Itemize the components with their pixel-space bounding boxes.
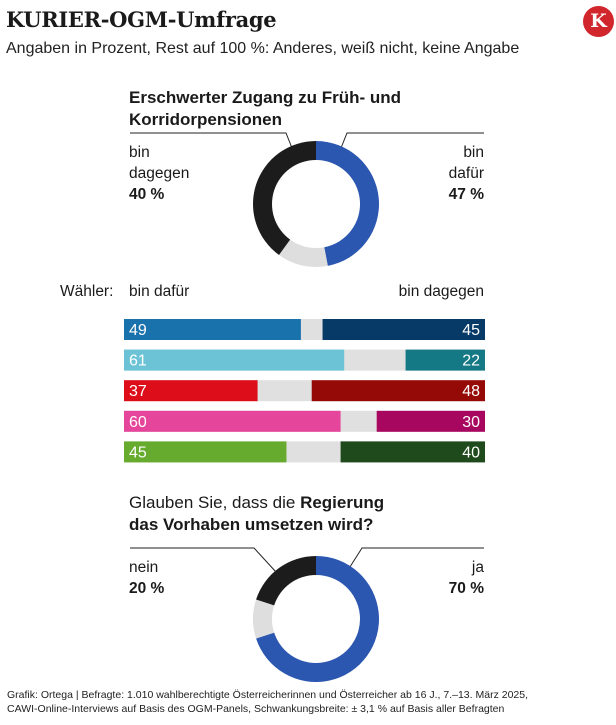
q1-right-label-line1: bin (463, 144, 484, 161)
footnote: Grafik: Ortega | Befragte: 1.010 wahlber… (7, 689, 612, 716)
page-subtitle: Angaben in Prozent, Rest auf 100 %: Ande… (6, 40, 520, 57)
bar-dagegen-0 (322, 319, 485, 340)
bar-dafuer-1 (124, 349, 345, 371)
bar-dagegen-label-4: 40 (462, 444, 480, 461)
donut1-slice-bin-dafür (316, 141, 380, 266)
page-title: KURIER-OGM-Umfrage (6, 7, 277, 32)
q1-left-label-line1: bin (129, 144, 150, 161)
bar-dafuer-3 (124, 410, 341, 432)
bar-dagegen-3 (376, 410, 485, 432)
question1-title: Erschwerter Zugang zu Früh- und Korridor… (129, 88, 402, 129)
bar-dagegen-label-1: 22 (462, 353, 480, 370)
footnote-line2: CAWI-Online-Interviews auf Basis des OGM… (7, 702, 505, 715)
q1-right-label: bin dafür 47 % (384, 142, 484, 205)
voter-bar-chart: 49 45 61 22 37 48 60 30 45 40 (124, 319, 485, 463)
bar-dafuer-2 (124, 380, 258, 402)
donut2-slice-nein (256, 556, 316, 606)
bar-dafuer-label-0: 49 (129, 322, 147, 339)
bar-dafuer-0 (124, 319, 301, 340)
donut2-slice-ja (256, 556, 379, 683)
donut2-slice-rest (252, 599, 275, 639)
bar-dagegen-label-3: 30 (462, 414, 480, 431)
q1-right-connector (340, 132, 484, 149)
q2-title-bold2: das Vorhaben umsetzen wird? (129, 515, 374, 534)
bar-dagegen-label-2: 48 (462, 383, 480, 400)
question2-title: Glauben Sie, dass die Regierung das Vorh… (129, 492, 459, 536)
bar-dafuer-label-1: 61 (129, 353, 147, 370)
donut-chart-1 (253, 141, 380, 267)
q2-left-connector (130, 547, 277, 573)
voters-left-header: bin dafür (129, 283, 190, 300)
donut-chart-2 (252, 556, 379, 683)
donut1-slice-bin-dagegen (253, 141, 316, 255)
q2-right-value: 70 % (448, 580, 484, 597)
q1-left-label-line2: dagegen (129, 165, 190, 182)
bar-dafuer-label-4: 45 (129, 444, 147, 461)
q1-right-value: 47 % (448, 186, 484, 203)
q1-left-label: bin dagegen 40 % (129, 142, 189, 205)
bar-dagegen-2 (311, 380, 485, 402)
bar-dafuer-label-2: 37 (129, 383, 147, 400)
kurier-logo: K (583, 6, 614, 37)
q2-right-label: ja 70 % (384, 557, 484, 599)
footnote-line1: Grafik: Ortega | Befragte: 1.010 wahlber… (7, 689, 529, 701)
q2-title-bold1: Regierung (300, 493, 385, 512)
voters-label: Wähler: (60, 283, 114, 300)
voters-right-header: bin dagegen (398, 283, 484, 300)
donut1-slice-rest (278, 239, 328, 267)
q2-left-label-text: nein (129, 559, 159, 576)
bar-dafuer-label-3: 60 (129, 414, 147, 431)
bar-dafuer-4 (124, 441, 287, 463)
bar-dagegen-1 (405, 349, 485, 371)
q2-right-label-text: ja (471, 559, 484, 576)
q2-left-label: nein 20 % (129, 557, 164, 599)
q1-left-connector (130, 132, 293, 149)
q2-right-connector (347, 547, 484, 571)
bar-dagegen-4 (340, 441, 485, 463)
q2-title-start: Glauben Sie, dass die (129, 493, 301, 512)
q1-right-label-line2: dafür (448, 165, 484, 182)
q1-left-value: 40 % (129, 186, 165, 203)
q2-left-value: 20 % (129, 580, 165, 597)
bar-dagegen-label-0: 45 (462, 322, 480, 339)
